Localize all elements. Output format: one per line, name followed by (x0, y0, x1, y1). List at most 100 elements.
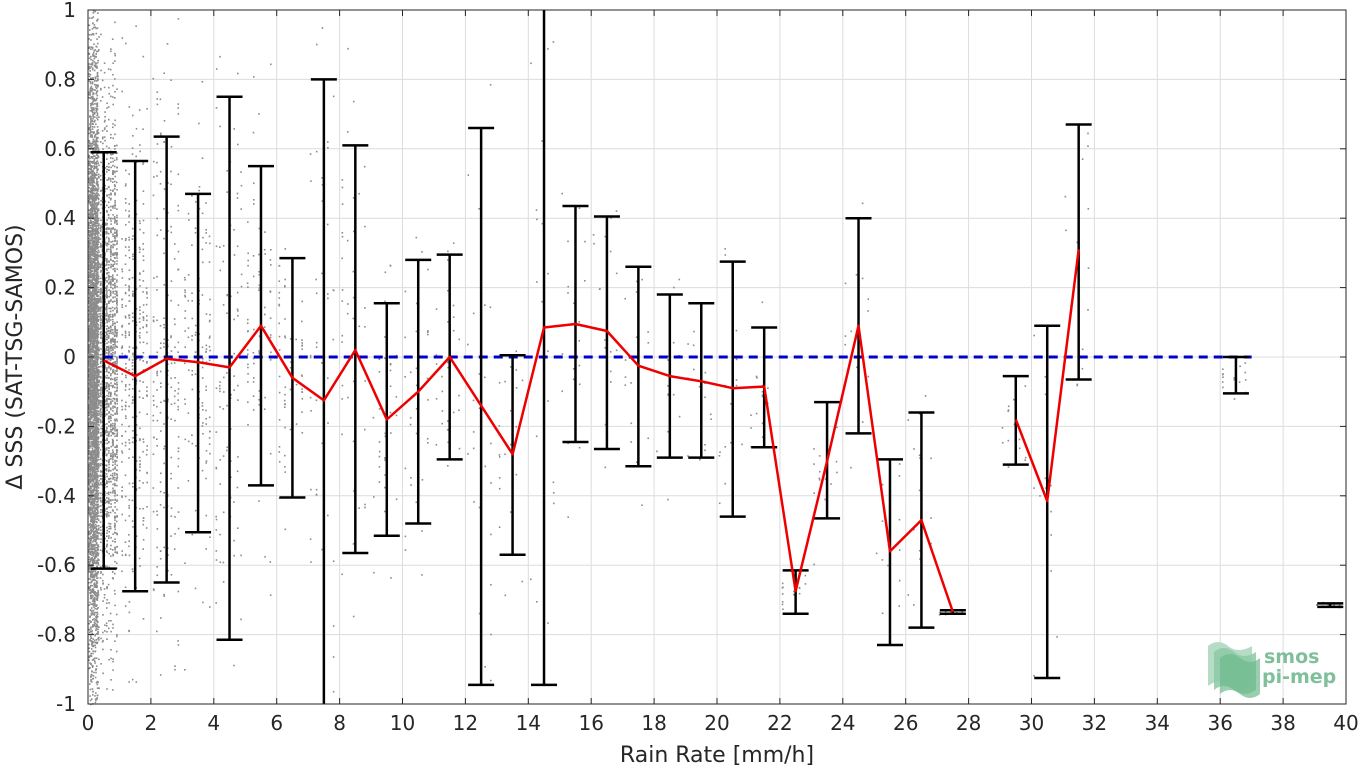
sample-point (110, 373, 112, 375)
sample-point (98, 194, 100, 197)
sample-point (106, 369, 108, 372)
sample-point (110, 374, 112, 377)
sample-point (116, 449, 118, 451)
sample-point (247, 221, 249, 223)
sample-point (89, 131, 92, 133)
sample-point (102, 148, 104, 150)
sample-point (112, 478, 114, 480)
sample-point (98, 241, 100, 243)
sample-point (105, 319, 108, 321)
sample-point (184, 346, 186, 348)
sample-point (321, 200, 324, 202)
sample-point (191, 195, 193, 197)
sample-point (116, 341, 119, 343)
sample-point (112, 84, 114, 87)
sample-point (112, 443, 114, 446)
sample-point (91, 535, 93, 538)
sample-point (100, 289, 102, 292)
sample-point (521, 379, 524, 382)
sample-point (301, 375, 303, 377)
sample-point (98, 348, 100, 351)
sample-point (1244, 371, 1247, 374)
sample-point (92, 149, 94, 152)
sample-point (100, 360, 102, 363)
sample-point (113, 159, 116, 162)
sample-point (88, 200, 90, 202)
sample-point (101, 137, 104, 140)
sample-point (108, 522, 110, 525)
sample-point (384, 435, 387, 438)
sample-point (138, 321, 141, 323)
sample-point (114, 193, 116, 196)
sample-point (610, 381, 612, 383)
sample-point (194, 324, 197, 327)
sample-point (112, 489, 114, 492)
sample-point (209, 242, 211, 245)
sample-point (116, 383, 118, 385)
sample-point (536, 601, 538, 603)
sample-point (142, 311, 145, 314)
sample-point (435, 308, 438, 310)
sample-point (755, 375, 758, 378)
sample-point (90, 569, 93, 571)
sample-point (781, 582, 784, 585)
sample-point (111, 429, 114, 431)
sample-point (98, 116, 100, 118)
sample-point (142, 517, 145, 519)
sample-point (310, 561, 312, 563)
sample-point (116, 290, 118, 293)
sample-point (156, 419, 159, 422)
sample-point (173, 548, 176, 550)
sample-point (515, 473, 518, 476)
sample-point (105, 460, 108, 462)
sample-point (99, 315, 102, 318)
sample-point (167, 369, 169, 372)
sample-point (132, 399, 134, 402)
sample-point (128, 289, 130, 292)
sample-point (110, 161, 112, 163)
sample-point (226, 294, 229, 297)
sample-point (88, 561, 90, 563)
sample-point (94, 559, 96, 562)
sample-point (106, 303, 108, 306)
sample-point (91, 17, 93, 19)
sample-point (128, 269, 131, 271)
sample-point (139, 313, 141, 315)
sample-point (353, 380, 355, 383)
sample-point (124, 474, 127, 477)
sample-point (115, 335, 118, 338)
sample-point (108, 147, 110, 149)
sample-point (113, 335, 116, 337)
sample-point (177, 644, 180, 646)
sample-point (112, 321, 114, 323)
sample-point (114, 282, 116, 285)
sample-point (704, 449, 706, 452)
sample-point (730, 403, 732, 405)
sample-point (781, 603, 784, 606)
sample-point (106, 399, 108, 401)
sample-point (174, 533, 176, 535)
sample-point (170, 170, 172, 173)
sample-point (452, 242, 455, 244)
sample-point (104, 498, 106, 501)
sample-point (94, 280, 97, 283)
sample-point (114, 401, 116, 404)
sample-point (327, 377, 329, 379)
sample-point (184, 291, 186, 294)
sample-point (97, 208, 100, 210)
sample-point (91, 296, 94, 299)
sample-point (110, 679, 112, 681)
sample-point (105, 328, 108, 330)
sample-point (106, 481, 108, 483)
sample-point (301, 320, 303, 323)
sample-point (687, 343, 689, 345)
sample-point (116, 500, 118, 502)
sample-point (100, 354, 102, 356)
sample-point (96, 593, 99, 596)
sample-point (284, 528, 287, 531)
sample-point (96, 488, 98, 491)
sample-point (252, 352, 255, 354)
sample-point (290, 361, 292, 363)
sample-point (191, 317, 194, 320)
sample-point (109, 612, 112, 615)
